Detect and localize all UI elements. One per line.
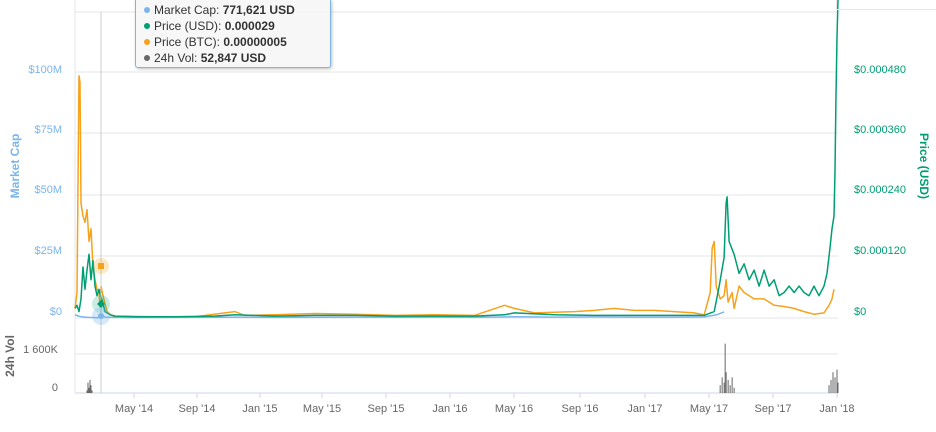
tooltip-value: 0.00000005: [223, 35, 287, 49]
x-axis-tick-label: May '14: [115, 403, 153, 415]
left-axis-title: Market Cap: [8, 134, 22, 199]
x-axis-tick-label: May '17: [690, 403, 728, 415]
x-axis-tick-label: May '15: [303, 403, 341, 415]
tooltip-row-market-cap: Market Cap: 771,621 USD: [144, 2, 322, 18]
chart-tooltip: Market Cap: 771,621 USD Price (USD): 0.0…: [135, 0, 331, 68]
right-axis-tick-label: $0.000360: [854, 124, 906, 136]
right-axis-tick-label: $0.000480: [854, 64, 906, 76]
tooltip-label: Price (USD):: [154, 19, 222, 33]
x-axis-tick-label: Jan '18: [819, 403, 854, 415]
left-axis-tick-label: $0: [50, 306, 62, 318]
tooltip-label: Market Cap:: [154, 3, 220, 17]
volume-axis-tick-label: 1 600K: [23, 344, 59, 356]
x-axis-tick-label: Jan '16: [432, 403, 467, 415]
tooltip-label: 24h Vol:: [154, 51, 198, 65]
left-axis-tick-label: $75M: [34, 124, 62, 136]
price-btc-dot-icon: [144, 38, 150, 45]
x-axis-tick-label: Sep '14: [179, 403, 216, 415]
price-btc-hover-marker: [98, 263, 104, 269]
tooltip-value: 0.000029: [224, 19, 275, 33]
x-axis-tick-label: Sep '17: [755, 403, 792, 415]
x-axis-tick-label: May '16: [495, 403, 533, 415]
volume-dot-icon: [144, 54, 150, 61]
right-axis-title: Price (USD): [917, 133, 931, 199]
x-axis-tick-label: Jan '17: [627, 403, 662, 415]
tooltip-row-price-usd: Price (USD): 0.000029: [144, 18, 322, 34]
price-usd-line: [74, 0, 839, 318]
range-selector-box: [836, 0, 936, 10]
market-cap-dot-icon: [144, 6, 150, 13]
x-axis-tick-label: Sep '15: [368, 403, 405, 415]
tooltip-value: 771,621 USD: [222, 3, 295, 17]
price-usd-hover-marker: [97, 300, 105, 308]
right-axis-tick-label: $0: [854, 306, 866, 318]
left-axis-tick-label: $50M: [34, 184, 62, 196]
tooltip-row-price-btc: Price (BTC): 0.00000005: [144, 34, 322, 50]
tooltip-value: 52,847 USD: [200, 51, 267, 65]
x-axis-tick-label: Jan '15: [242, 403, 277, 415]
price-usd-dot-icon: [144, 22, 150, 29]
volume-axis-title: 24h Vol: [3, 335, 17, 377]
left-axis-tick-label: $25M: [34, 245, 62, 257]
market-cap-hover-marker: [98, 313, 104, 319]
x-axis-tick-label: Sep '16: [562, 403, 599, 415]
right-axis-tick-label: $0.000240: [854, 184, 906, 196]
tooltip-row-volume: 24h Vol: 52,847 USD: [144, 50, 322, 66]
volume-axis-tick-label: 0: [52, 382, 58, 394]
tooltip-label: Price (BTC):: [154, 35, 220, 49]
market-cap-line: [74, 311, 725, 319]
right-axis-tick-label: $0.000120: [854, 245, 906, 257]
left-axis-tick-label: $100M: [28, 64, 62, 76]
